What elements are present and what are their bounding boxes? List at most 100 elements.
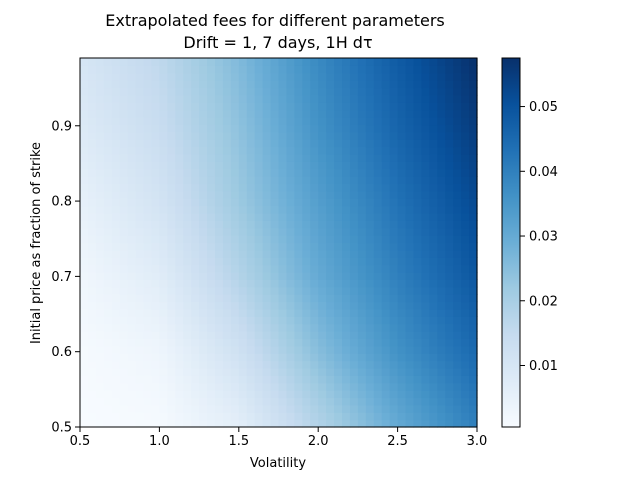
heatmap-cell: [159, 397, 168, 406]
heatmap-cell: [111, 198, 121, 207]
heatmap-cell: [119, 382, 129, 391]
heatmap-cell: [159, 146, 168, 155]
heatmap-cell: [103, 220, 113, 229]
heatmap-cell: [167, 367, 176, 376]
heatmap-cell: [111, 235, 121, 244]
heatmap-cell: [318, 176, 327, 185]
heatmap-cell: [191, 360, 200, 369]
heatmap-cell: [119, 131, 129, 140]
heatmap-cell: [405, 58, 415, 66]
heatmap-cell: [381, 146, 391, 155]
heatmap-cell: [183, 198, 192, 207]
heatmap-cell: [413, 146, 423, 155]
heatmap-cell: [135, 323, 145, 332]
heatmap-cell: [405, 279, 415, 288]
heatmap-cell: [334, 257, 343, 266]
heatmap-cell: [389, 323, 399, 332]
heatmap-cell: [469, 249, 478, 258]
heatmap-cell: [429, 367, 438, 376]
heatmap-cell: [191, 183, 200, 192]
heatmap-cell: [365, 94, 375, 103]
heatmap-cell: [294, 139, 303, 148]
heatmap-cell: [95, 190, 105, 199]
heatmap-cell: [453, 308, 462, 317]
heatmap-cell: [230, 212, 240, 221]
heatmap-cell: [238, 272, 248, 280]
heatmap-cell: [127, 308, 137, 317]
heatmap-cell: [87, 235, 97, 244]
heatmap-cell: [87, 80, 97, 89]
heatmap-cell: [222, 390, 232, 399]
heatmap-cell: [421, 227, 430, 236]
heatmap-cell: [183, 87, 192, 96]
heatmap-cell: [286, 286, 295, 295]
heatmap-cell: [461, 419, 470, 428]
heatmap-cell: [159, 80, 168, 89]
heatmap-cell: [413, 279, 423, 288]
heatmap-cell: [278, 323, 288, 332]
heatmap-cell: [445, 345, 454, 354]
heatmap-cell: [373, 390, 383, 399]
heatmap-cell: [373, 139, 383, 148]
heatmap-cell: [175, 235, 184, 244]
heatmap-cell: [445, 80, 454, 89]
heatmap-cell: [294, 109, 303, 118]
heatmap-cell: [222, 153, 232, 162]
heatmap-cell: [191, 131, 200, 140]
heatmap-cell: [286, 227, 295, 236]
heatmap-cell: [461, 249, 470, 258]
heatmap-cell: [373, 235, 383, 244]
heatmap-cell: [365, 205, 375, 214]
heatmap-cell: [135, 109, 145, 118]
heatmap-cell: [135, 316, 145, 325]
heatmap-cell: [381, 412, 391, 421]
heatmap-cell: [310, 124, 319, 133]
heatmap-cell: [381, 242, 391, 251]
heatmap-cell: [365, 249, 375, 258]
heatmap-cell: [389, 331, 399, 340]
heatmap-cell: [357, 176, 367, 185]
heatmap-cell: [461, 117, 470, 126]
heatmap-cell: [461, 124, 470, 133]
heatmap-cell: [159, 419, 168, 428]
heatmap-cell: [286, 382, 295, 391]
heatmap-cell: [342, 272, 351, 280]
heatmap-cell: [365, 72, 375, 81]
heatmap-cell: [373, 198, 383, 207]
heatmap-cell: [127, 131, 137, 140]
heatmap-cell: [246, 345, 256, 354]
heatmap-cell: [294, 264, 303, 273]
heatmap-cell: [310, 279, 319, 288]
heatmap-cell: [238, 183, 248, 192]
heatmap-cell: [207, 109, 216, 118]
heatmap-cell: [349, 94, 359, 103]
heatmap-cell: [183, 146, 192, 155]
heatmap-cell: [127, 117, 137, 126]
heatmap-cell: [262, 272, 272, 280]
heatmap-cell: [318, 146, 327, 155]
heatmap-cell: [191, 382, 200, 391]
heatmap-cell: [365, 124, 375, 133]
heatmap-cell: [127, 404, 137, 413]
heatmap-cell: [342, 419, 351, 428]
heatmap-cell: [199, 102, 208, 111]
heatmap-cell: [429, 65, 438, 74]
heatmap-cell: [103, 131, 113, 140]
heatmap-cell: [342, 279, 351, 288]
heatmap-cell: [421, 323, 430, 332]
heatmap-cell: [191, 102, 200, 111]
heatmap-cell: [334, 153, 343, 162]
heatmap-cell: [453, 235, 462, 244]
heatmap-cell: [334, 345, 343, 354]
heatmap-cell: [278, 80, 288, 89]
heatmap-cell: [334, 198, 343, 207]
heatmap-cell: [143, 212, 153, 221]
heatmap-cell: [318, 286, 327, 295]
heatmap-cell: [127, 80, 137, 89]
heatmap-cell: [246, 279, 256, 288]
heatmap-cell: [389, 286, 399, 295]
heatmap-cell: [270, 264, 280, 273]
heatmap-cell: [389, 294, 399, 303]
heatmap-cell: [159, 382, 168, 391]
heatmap-cell: [119, 331, 129, 340]
